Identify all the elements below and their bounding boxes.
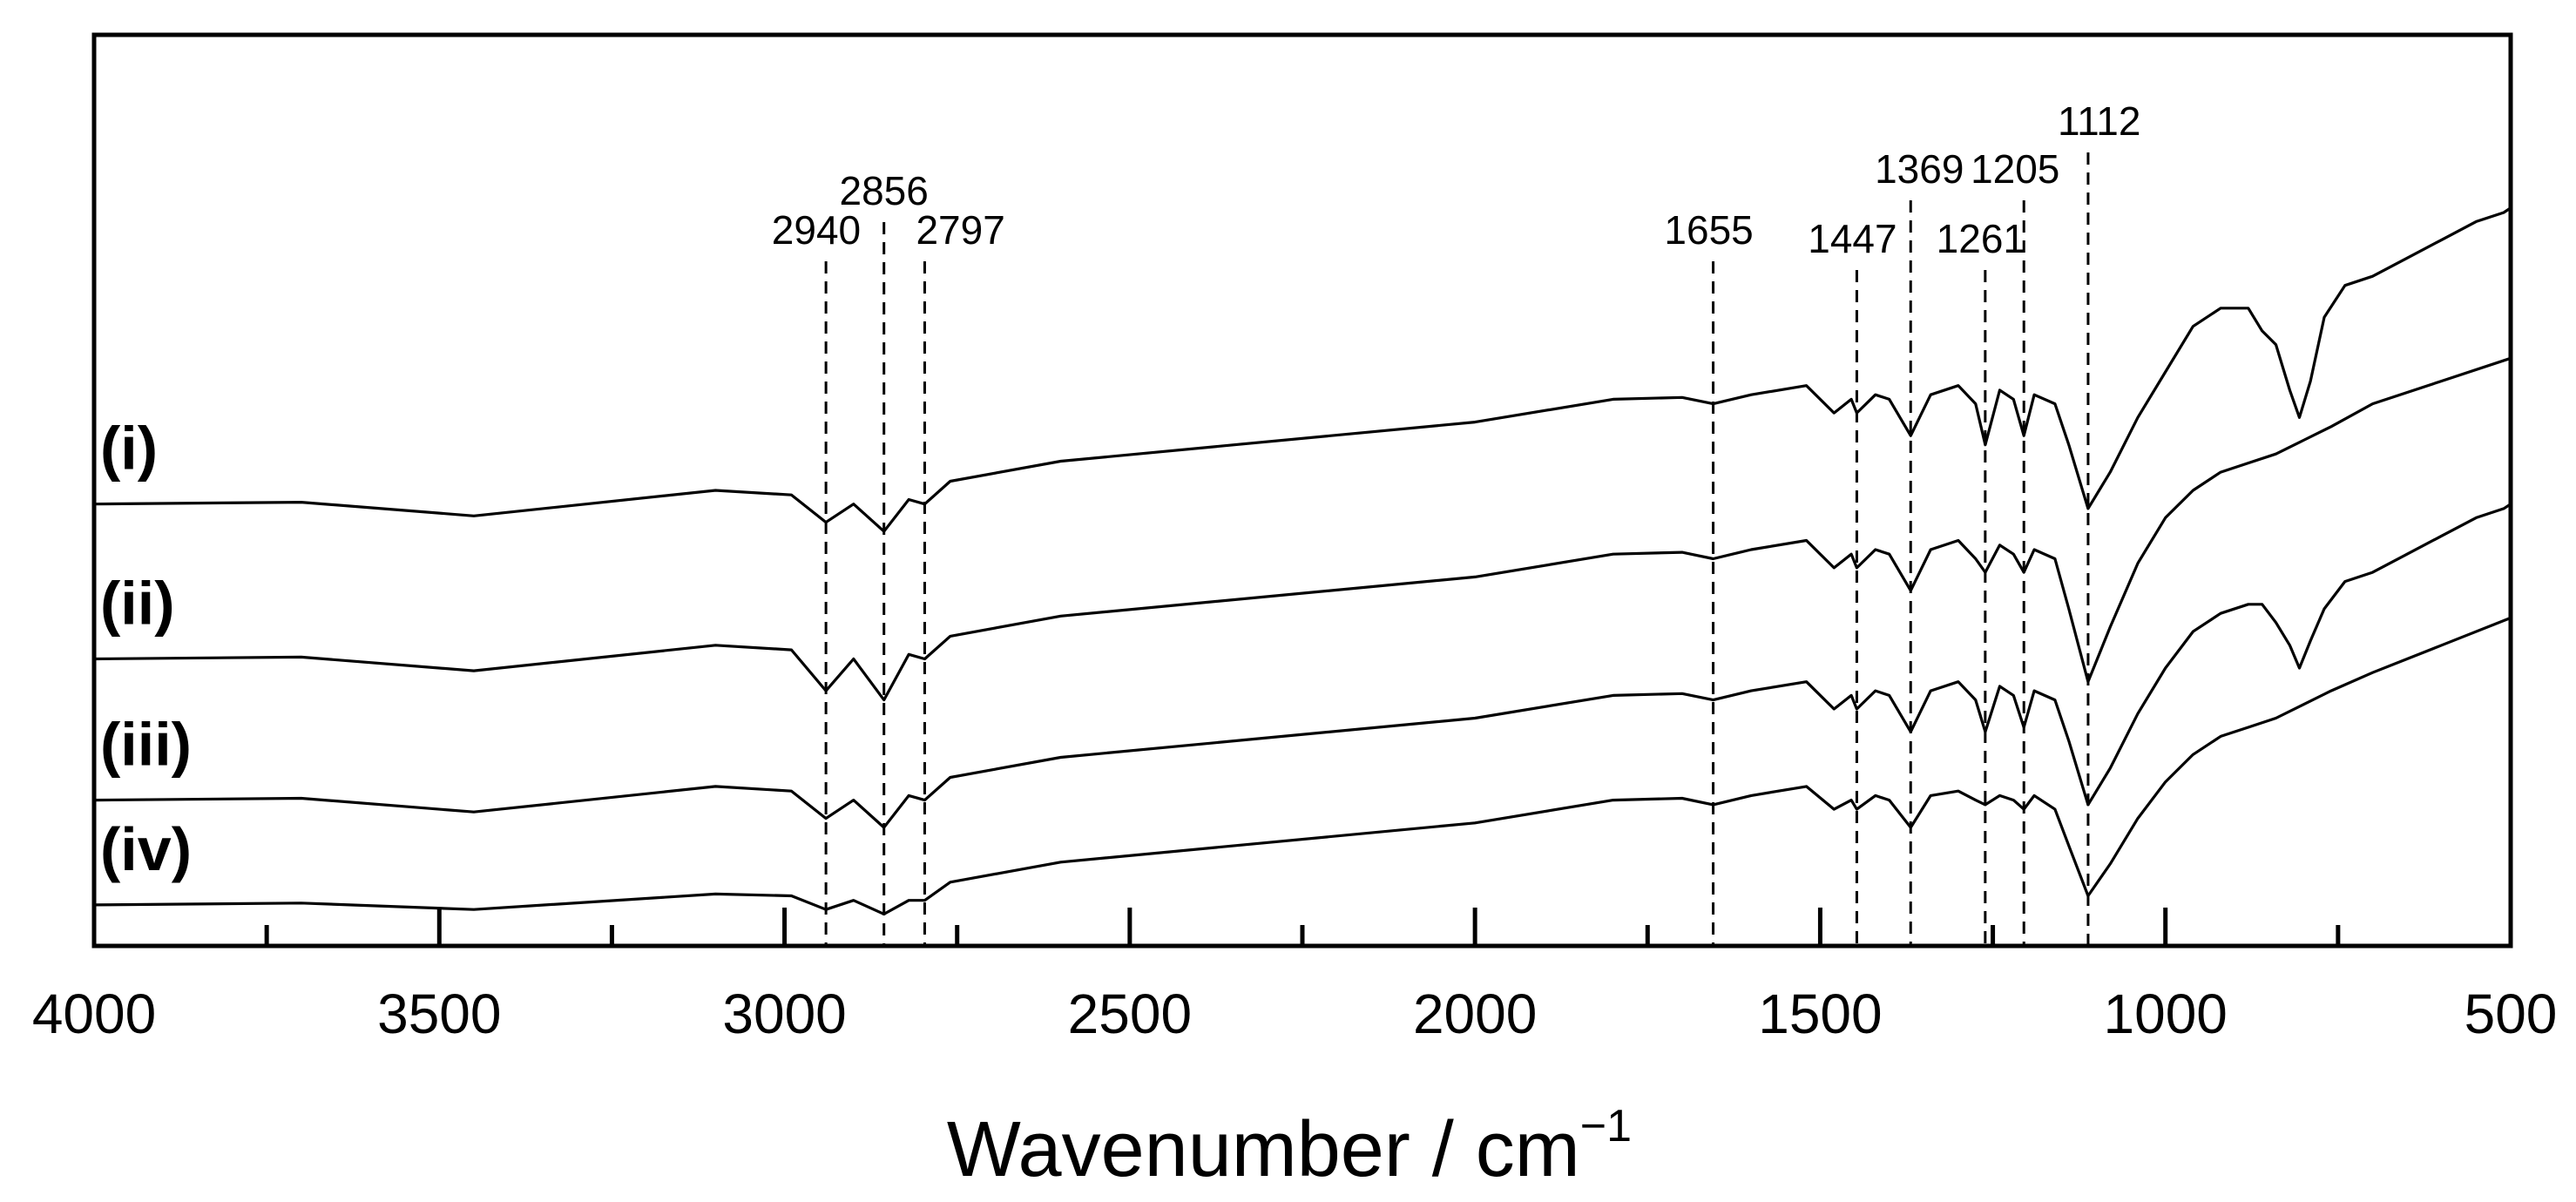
x-tick-label: 2000 [1413,983,1537,1045]
x-tick-label: 1500 [1758,983,1882,1045]
series-labels: (i) (ii) (iii) (iv) [100,415,192,883]
peak-label-1261: 1261 [1937,216,2025,261]
peak-label-1369: 1369 [1875,146,1964,192]
peak-label-2856: 2856 [840,168,929,213]
series-label-1: (i) [100,415,158,483]
x-tick-label: 500 [2464,983,2558,1045]
x-axis-title-text: Wavenumber / cm [947,1106,1580,1193]
series-line-1 [93,206,2512,533]
spectra-series [93,206,2512,915]
x-tick-label: 3000 [722,983,846,1045]
x-axis-title: Wavenumber / cm−1 [947,1101,1632,1193]
peak-label-1447: 1447 [1808,216,1897,261]
peak-label-1205: 1205 [1971,146,2059,192]
x-axis-tick-labels: 4000 3500 3000 2500 2000 1500 1000 500 [32,983,2558,1045]
peak-label-1112: 1112 [2058,98,2141,144]
series-label-4: (iv) [100,815,192,883]
x-tick-label: 4000 [32,983,156,1045]
series-line-4 [93,616,2512,915]
x-axis-ticks [91,908,2513,946]
series-label-2: (ii) [100,570,175,638]
x-tick-label: 2500 [1068,983,1192,1045]
peak-label-1655: 1655 [1664,207,1753,253]
series-line-3 [93,503,2512,829]
peak-label-2797: 2797 [916,207,1004,253]
x-axis-title-superscript: −1 [1580,1101,1632,1151]
series-line-2 [93,356,2512,702]
x-tick-label: 3500 [377,983,501,1045]
peak-label-2940: 2940 [772,207,861,253]
x-tick-label: 1000 [2104,983,2228,1045]
series-label-3: (iii) [100,711,192,779]
